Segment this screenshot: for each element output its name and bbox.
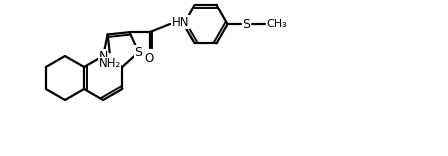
Text: NH₂: NH₂ <box>99 57 121 71</box>
Text: N: N <box>99 49 108 63</box>
Text: S: S <box>242 18 250 31</box>
Text: CH₃: CH₃ <box>267 19 287 29</box>
Text: O: O <box>144 52 153 65</box>
Text: S: S <box>134 46 142 59</box>
Text: HN: HN <box>172 16 189 29</box>
